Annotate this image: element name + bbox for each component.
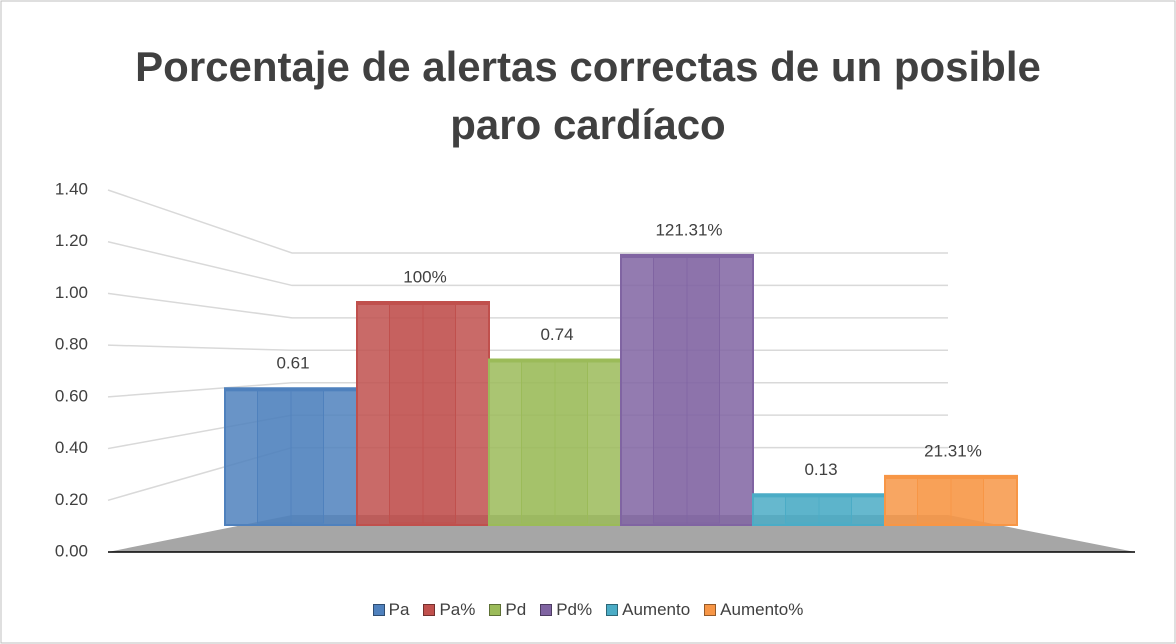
legend-item: Pa	[372, 600, 410, 620]
legend-item: Pd	[489, 600, 526, 620]
bar	[224, 387, 358, 526]
legend-item: Aumento%	[704, 600, 803, 620]
legend-swatch	[606, 604, 619, 616]
data-label: 0.61	[276, 354, 309, 373]
y-tick-label: 1.00	[55, 283, 88, 302]
y-tick-label: 0.20	[55, 490, 88, 509]
chart-title: Porcentaje de alertas correctas de un po…	[135, 43, 1041, 148]
bar	[356, 301, 490, 526]
bar	[620, 253, 754, 526]
grid-line	[107, 344, 948, 352]
legend-swatch	[423, 604, 436, 616]
y-tick-label: 0.60	[55, 386, 88, 405]
y-tick-label: 1.40	[55, 179, 88, 198]
legend-swatch	[372, 604, 385, 616]
legend-label: Pd	[505, 600, 527, 619]
grid-line	[107, 292, 948, 319]
y-tick-label: 0.00	[55, 541, 88, 560]
y-tick-label: 0.40	[55, 438, 88, 457]
legend-item: Pa%	[423, 600, 475, 620]
legend-label: Aumento%	[720, 600, 804, 619]
grid-line	[107, 240, 948, 287]
legend-swatch	[704, 604, 717, 616]
legend-label: Aumento	[622, 600, 691, 619]
bar	[488, 358, 622, 526]
legend: Pa Pa% Pd Pd% Aumento Aumento%	[0, 600, 1176, 620]
legend-item: Aumento	[606, 600, 690, 620]
bar	[752, 493, 886, 526]
y-tick-label: 0.80	[55, 335, 88, 354]
legend-label: Pa	[388, 600, 410, 619]
grid-line	[107, 189, 948, 254]
data-label: 21.31%	[924, 441, 982, 460]
data-label: 0.74	[540, 325, 573, 344]
legend-label: Pd%	[556, 600, 593, 619]
data-label: 121.31%	[655, 220, 722, 239]
data-label: 100%	[403, 267, 446, 286]
legend-swatch	[489, 604, 502, 616]
bar	[884, 474, 1018, 527]
legend-item: Pd%	[540, 600, 592, 620]
legend-swatch	[540, 604, 553, 616]
legend-label: Pa%	[439, 600, 476, 619]
data-label: 0.13	[804, 460, 837, 479]
y-tick-label: 1.20	[55, 231, 88, 250]
